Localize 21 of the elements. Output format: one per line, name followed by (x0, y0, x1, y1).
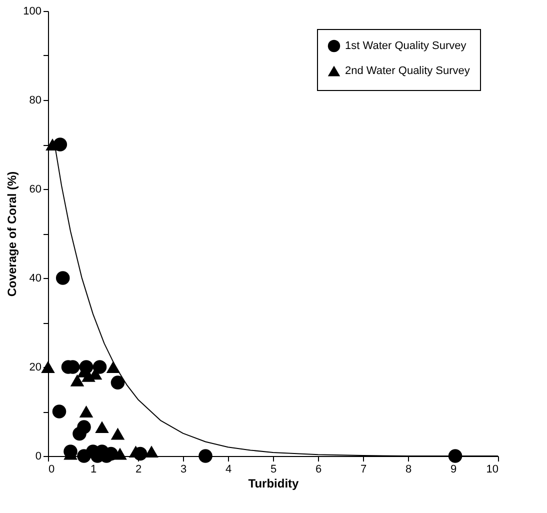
x-tick-label: 5 (270, 464, 277, 476)
x-tick-label: 3 (180, 464, 187, 476)
y-tick-label: 60 (29, 184, 42, 196)
x-tick-label: 2 (135, 464, 142, 476)
x-tick-label: 4 (225, 464, 232, 476)
x-tick-label: 8 (405, 464, 412, 476)
y-tick-label: 40 (29, 272, 42, 284)
y-tick-label: 20 (29, 362, 42, 374)
x-tick-label: 9 (450, 464, 457, 476)
y-tick-label: 100 (23, 6, 42, 18)
x-tick-label: 0 (48, 464, 55, 476)
legend-label: 1st Water Quality Survey (345, 40, 467, 52)
legend-label: 2nd Water Quality Survey (345, 65, 470, 77)
x-tick-label: 6 (315, 464, 322, 476)
y-tick-label: 0 (35, 450, 42, 462)
x-tick-label: 10 (486, 464, 498, 476)
x-axis-title: Turbidity (248, 476, 300, 490)
x-tick-label: 7 (360, 464, 367, 476)
x-tick-label: 1 (90, 464, 97, 476)
y-axis-title: Coverage of Coral (%) (5, 171, 20, 297)
y-tick-label: 80 (29, 94, 42, 106)
